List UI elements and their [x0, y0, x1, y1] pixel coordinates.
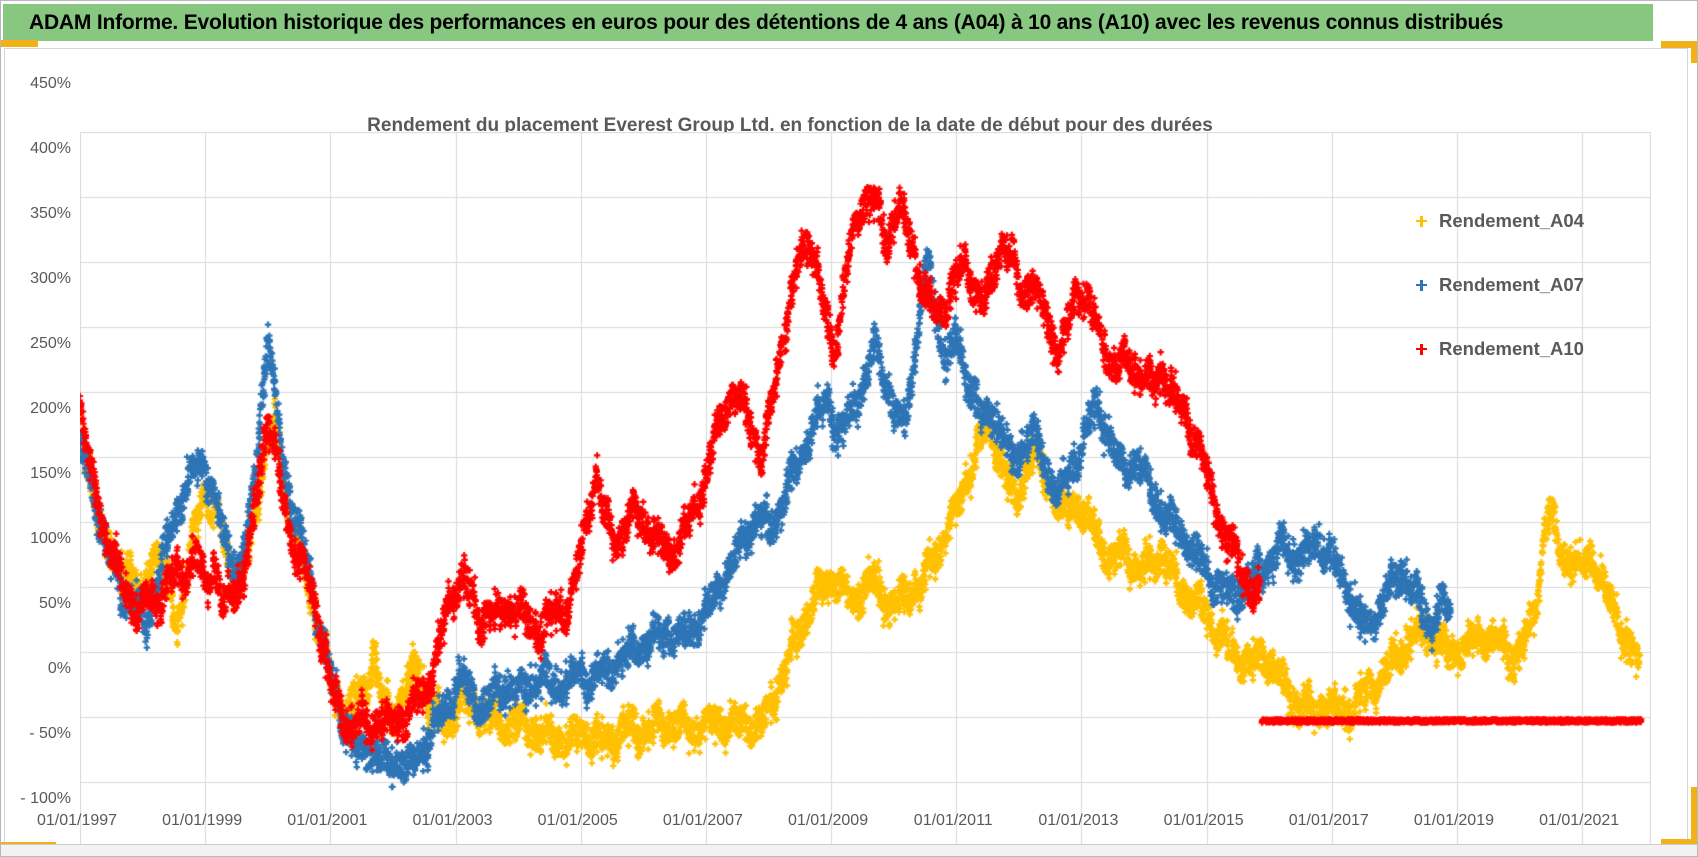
x-axis-label: 01/01/1997	[36, 812, 118, 829]
legend-label: Rendement_A10	[1439, 338, 1584, 359]
bottom-strip	[1, 844, 1697, 856]
y-axis-label: 300%	[30, 270, 71, 287]
x-axis-label: 01/01/2019	[1413, 812, 1494, 829]
y-axis-label: 150%	[30, 465, 71, 482]
x-axis-label: 01/01/2015	[1163, 812, 1244, 829]
y-axis-label: 250%	[30, 335, 71, 352]
legend-item-a07[interactable]: Rendement_A07	[1415, 273, 1584, 297]
legend-item-a04[interactable]: Rendement_A04	[1415, 209, 1584, 233]
chart-object[interactable]: Rendement du placement Everest Group Ltd…	[4, 48, 1688, 847]
y-axis-label: - 100%	[20, 790, 71, 807]
y-axis-label: 50%	[38, 595, 71, 612]
y-axis-label: 100%	[30, 530, 71, 547]
x-axis-label: 01/01/2017	[1288, 812, 1369, 829]
y-axis-label: 200%	[30, 400, 71, 417]
x-axis-label: 01/01/2011	[913, 812, 993, 829]
y-axis-label: 0%	[47, 660, 71, 677]
scatter-plot-canvas[interactable]	[80, 132, 1651, 847]
legend-label: Rendement_A07	[1439, 274, 1584, 295]
y-axis-label: 400%	[30, 140, 71, 157]
accent-corner-bottom-right-v	[1691, 787, 1697, 846]
x-axis-label: 01/01/1999	[162, 812, 243, 829]
plus-marker-icon	[1415, 215, 1428, 228]
chart-title-line1: Rendement du placement Everest Group Ltd…	[367, 115, 1213, 136]
y-axis-label: - 50%	[29, 725, 71, 742]
header-title: ADAM Informe. Evolution historique des p…	[29, 10, 1504, 34]
plus-marker-icon	[1415, 279, 1428, 292]
accent-corner-top-right-v	[1691, 41, 1697, 63]
x-axis-label: 01/01/2021	[1539, 812, 1620, 829]
accent-corner-top-right-h	[1661, 41, 1697, 48]
accent-corner-bottom-right-h	[1661, 839, 1697, 846]
x-axis-label: 01/01/2001	[287, 812, 368, 829]
plus-marker-icon	[1415, 343, 1428, 356]
x-axis-label: 01/01/2005	[537, 812, 618, 829]
accent-dash-header-left	[1, 40, 38, 47]
x-axis-label: 01/01/2009	[788, 812, 869, 829]
legend-label: Rendement_A04	[1439, 210, 1584, 231]
x-axis-label: 01/01/2003	[412, 812, 493, 829]
y-axis-label: 450%	[30, 75, 71, 92]
legend-item-a10[interactable]: Rendement_A10	[1415, 337, 1584, 361]
x-axis-label: 01/01/2013	[1038, 812, 1119, 829]
y-axis-label: 350%	[30, 205, 71, 222]
x-axis-label: 01/01/2007	[662, 812, 743, 829]
header-banner: ADAM Informe. Evolution historique des p…	[3, 4, 1653, 43]
